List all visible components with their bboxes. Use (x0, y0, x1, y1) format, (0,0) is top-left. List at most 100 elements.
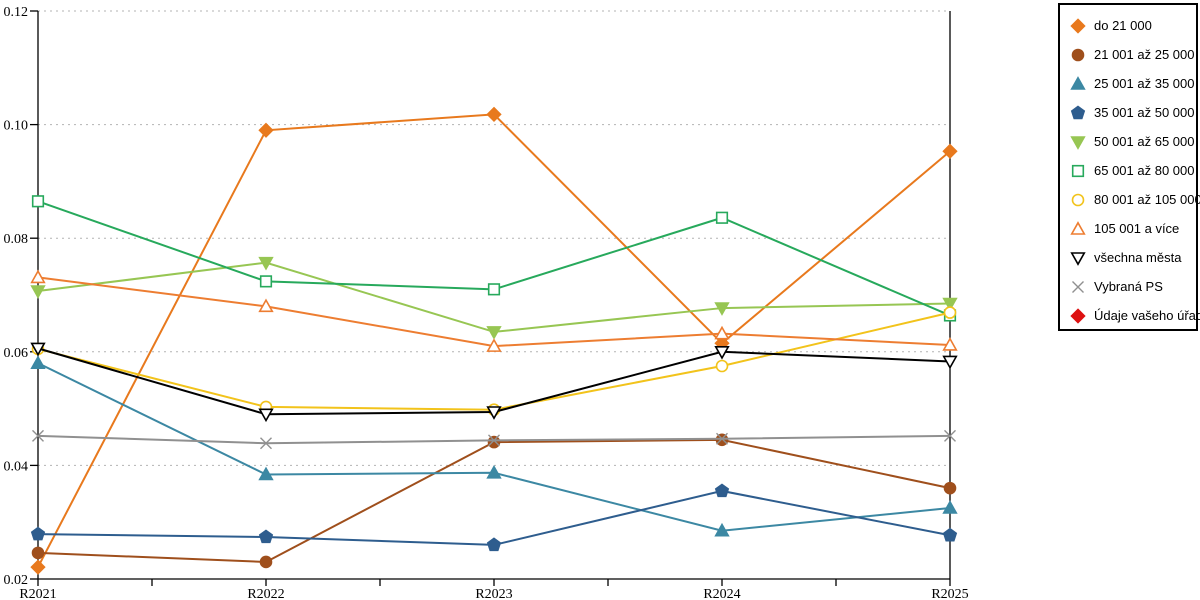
circle-legend-marker-icon (1071, 193, 1085, 206)
triangle-up-legend-marker-icon (1070, 220, 1086, 235)
legend-item-label: 50 001 až 65 000 (1094, 134, 1195, 149)
series-marker (259, 555, 273, 569)
series-marker (30, 342, 46, 357)
series-marker (487, 283, 501, 296)
series-marker (942, 355, 958, 370)
series-marker (259, 275, 273, 288)
series-marker (258, 408, 274, 423)
legend-item: do 21 000 (1070, 11, 1196, 40)
series-marker (942, 337, 958, 351)
series-marker (486, 464, 502, 479)
legend-item-label: Vybraná PS (1094, 279, 1163, 294)
y-axis-tick-label: 0.08 (4, 232, 29, 247)
x-legend-marker-icon (1072, 280, 1084, 293)
legend-item-label: 35 001 až 50 000 (1094, 105, 1195, 120)
series-marker (30, 526, 46, 541)
series-marker (1072, 280, 1084, 293)
series-marker (486, 106, 502, 123)
x-axis-tick-label: R2022 (247, 587, 284, 600)
series-marker (30, 355, 46, 369)
x-axis-tick-label: R2023 (475, 587, 512, 600)
series-marker (714, 302, 730, 316)
series-marker (1071, 48, 1085, 61)
y-axis-tick-label: 0.12 (4, 5, 29, 20)
series-marker (942, 143, 958, 159)
series-marker (487, 435, 501, 449)
legend-item-label: všechna města (1094, 250, 1182, 265)
legend-item: Vybraná PS (1070, 272, 1196, 301)
legend-item-label: 80 001 až 105 000 (1094, 192, 1200, 207)
triangle-down-legend-marker-icon (1070, 135, 1086, 150)
legend-item: 21 001 až 25 000 (1070, 40, 1196, 69)
series-marker (942, 527, 958, 542)
legend-item-label: Údaje vašeho úřadu (1094, 308, 1200, 323)
series-line-3 (37, 489, 951, 546)
series-marker (1070, 17, 1086, 34)
series-marker (488, 434, 500, 447)
circle-legend-marker-icon (1071, 48, 1085, 61)
series-marker (32, 429, 44, 442)
series-marker (260, 437, 272, 450)
series-marker (943, 306, 957, 319)
series-marker (258, 466, 274, 481)
y-axis-tick-label: 0.10 (4, 119, 29, 134)
diamond-legend-marker-icon (1070, 17, 1086, 34)
square-legend-marker-icon (1071, 164, 1085, 177)
series-marker (942, 500, 958, 514)
series-marker (714, 346, 730, 360)
triangle-down-legend-marker-icon (1070, 251, 1086, 266)
pentagon-legend-marker-icon (1070, 105, 1086, 119)
series-marker (715, 211, 729, 224)
legend-item: 35 001 až 50 000 (1070, 98, 1196, 127)
legend-item: 80 001 až 105 000 (1070, 185, 1200, 214)
legend-item: všechna města (1070, 243, 1196, 272)
triangle-up-legend-marker-icon (1070, 75, 1086, 90)
series-marker (1070, 220, 1086, 235)
legend-item-label: 65 001 až 80 000 (1094, 163, 1195, 178)
series-marker (943, 481, 957, 495)
series-marker (716, 432, 728, 445)
series-marker (30, 269, 46, 284)
series-marker (258, 122, 274, 138)
series-marker (1071, 193, 1085, 206)
legend-item-label: 25 001 až 35 000 (1094, 76, 1195, 91)
series-marker (31, 546, 45, 560)
series-marker (31, 195, 45, 208)
diamond-legend-marker-icon (1070, 307, 1086, 324)
series-marker (714, 325, 730, 340)
series-marker (1070, 75, 1086, 90)
series-marker (486, 338, 502, 352)
series-marker (714, 522, 730, 537)
legend-item-label: 21 001 až 25 000 (1094, 47, 1195, 62)
legend-item: 105 001 a více (1070, 214, 1196, 243)
series-marker (258, 298, 274, 313)
legend-item-label: 105 001 a více (1094, 221, 1180, 236)
legend-item: 65 001 až 80 000 (1070, 156, 1196, 185)
series-marker (258, 529, 274, 544)
series-marker (944, 429, 956, 442)
y-axis-tick-label: 0.06 (4, 346, 29, 361)
series-marker (486, 406, 502, 420)
series-marker (486, 326, 502, 340)
x-axis-tick-label: R2024 (703, 587, 740, 600)
legend-item: 25 001 až 35 000 (1070, 69, 1196, 98)
series-marker (1070, 135, 1086, 150)
y-axis-tick-label: 0.04 (4, 459, 29, 474)
series-marker (942, 297, 958, 312)
series-marker (486, 537, 502, 552)
legend-item: 50 001 až 65 000 (1070, 127, 1196, 156)
series-marker (30, 559, 46, 575)
series-marker (715, 433, 729, 447)
series-marker (258, 256, 274, 271)
series-marker (30, 285, 46, 299)
series-marker (714, 483, 730, 498)
x-axis-tick-label: R2025 (931, 587, 968, 600)
x-axis-tick-label: R2021 (19, 587, 56, 600)
series-marker (1070, 251, 1086, 266)
chart-legend: do 21 000 21 001 až 25 000 25 001 až 35 00… (1058, 3, 1200, 331)
series-line-5 (37, 200, 951, 317)
series-marker (1070, 105, 1086, 119)
legend-item-label: do 21 000 (1094, 18, 1152, 33)
series-line-4 (37, 261, 951, 333)
